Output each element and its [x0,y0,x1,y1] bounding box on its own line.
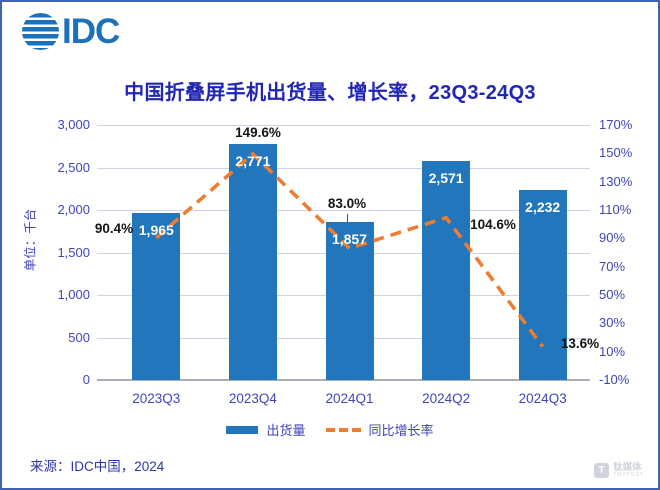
growth-value-label: 104.6% [470,217,516,232]
legend-label-growth: 同比增长率 [368,423,434,438]
watermark: T 钛媒体 TMTPOST [594,463,644,478]
right-axis-tick-label: 70% [599,258,626,274]
gridline [97,125,590,126]
bar-value-label: 1,857 [331,231,368,248]
bar-value-label: 2,771 [235,153,271,170]
chart-title: 中国折叠屏手机出货量、增长率，23Q3-24Q3 [124,82,536,104]
bar-2023Q4 [228,144,277,380]
left-axis-tick-label: 1,500 [57,244,90,260]
legend-item-shipments: 出货量 [226,420,306,439]
bar-series-swatch [226,425,259,434]
line-series-swatch [325,427,361,432]
x-axis-label-2023Q3: 2023Q3 [132,391,181,406]
watermark-name: 钛媒体 [613,462,642,474]
left-axis-tick-label: 500 [68,329,90,345]
growth-label-leader [347,214,348,222]
x-axis-label-2023Q4: 2023Q4 [228,391,277,406]
watermark-text: 钛媒体 TMTPOST [613,463,644,478]
left-axis-tick-label: 1,000 [57,287,90,302]
source-text: 来源：IDC中国，2024 [30,459,165,474]
x-axis-label-2024Q3: 2024Q3 [518,391,567,406]
growth-value-label: 90.4% [94,221,134,236]
left-axis-tick-label: 2,000 [57,202,90,217]
right-axis-tick-label: 110% [599,202,632,217]
right-axis-tick-label: -10% [599,372,630,387]
left-axis-tick-label: 0 [82,372,90,387]
legend-item-growth: 同比增长率 [325,420,434,439]
right-axis-tick-label: 150% [599,145,633,161]
bar-2024Q2 [422,161,471,380]
left-axis-tick-label: 3,000 [57,117,90,132]
growth-value-label: 83.0% [327,196,367,211]
right-axis-tick-label: 10% [599,343,626,359]
right-axis-tick-label: 90% [599,230,626,246]
right-axis-tick-label: 170% [599,117,633,132]
x-axis-line [97,379,590,381]
right-axis-tick-label: 130% [599,173,633,189]
bar-value-label: 2,232 [525,199,561,216]
right-axis-tick-label: 50% [599,287,626,302]
right-axis-tick-label: 30% [599,315,626,331]
growth-value-label: 13.6% [560,336,600,351]
x-axis-label-2024Q2: 2024Q2 [422,391,471,406]
legend: 出货量 同比增长率 [2,420,658,439]
left-axis-tick-label: 2,500 [57,159,90,175]
bar-2023Q3 [132,212,181,380]
idc-logo: IDC [22,12,120,51]
watermark-subname: TMTPOST [613,471,644,478]
idc-globe-icon [22,13,59,50]
left-axis-title: 单位：千台 [23,208,38,272]
gridline [97,167,590,169]
idc-logo-text: IDC [62,12,120,51]
growth-value-label: 149.6% [235,125,281,140]
bar-value-label: 2,571 [428,170,464,187]
x-axis-label-2024Q1: 2024Q1 [325,391,374,406]
tmtpost-icon: T [594,463,610,478]
legend-label-shipments: 出货量 [266,423,306,438]
